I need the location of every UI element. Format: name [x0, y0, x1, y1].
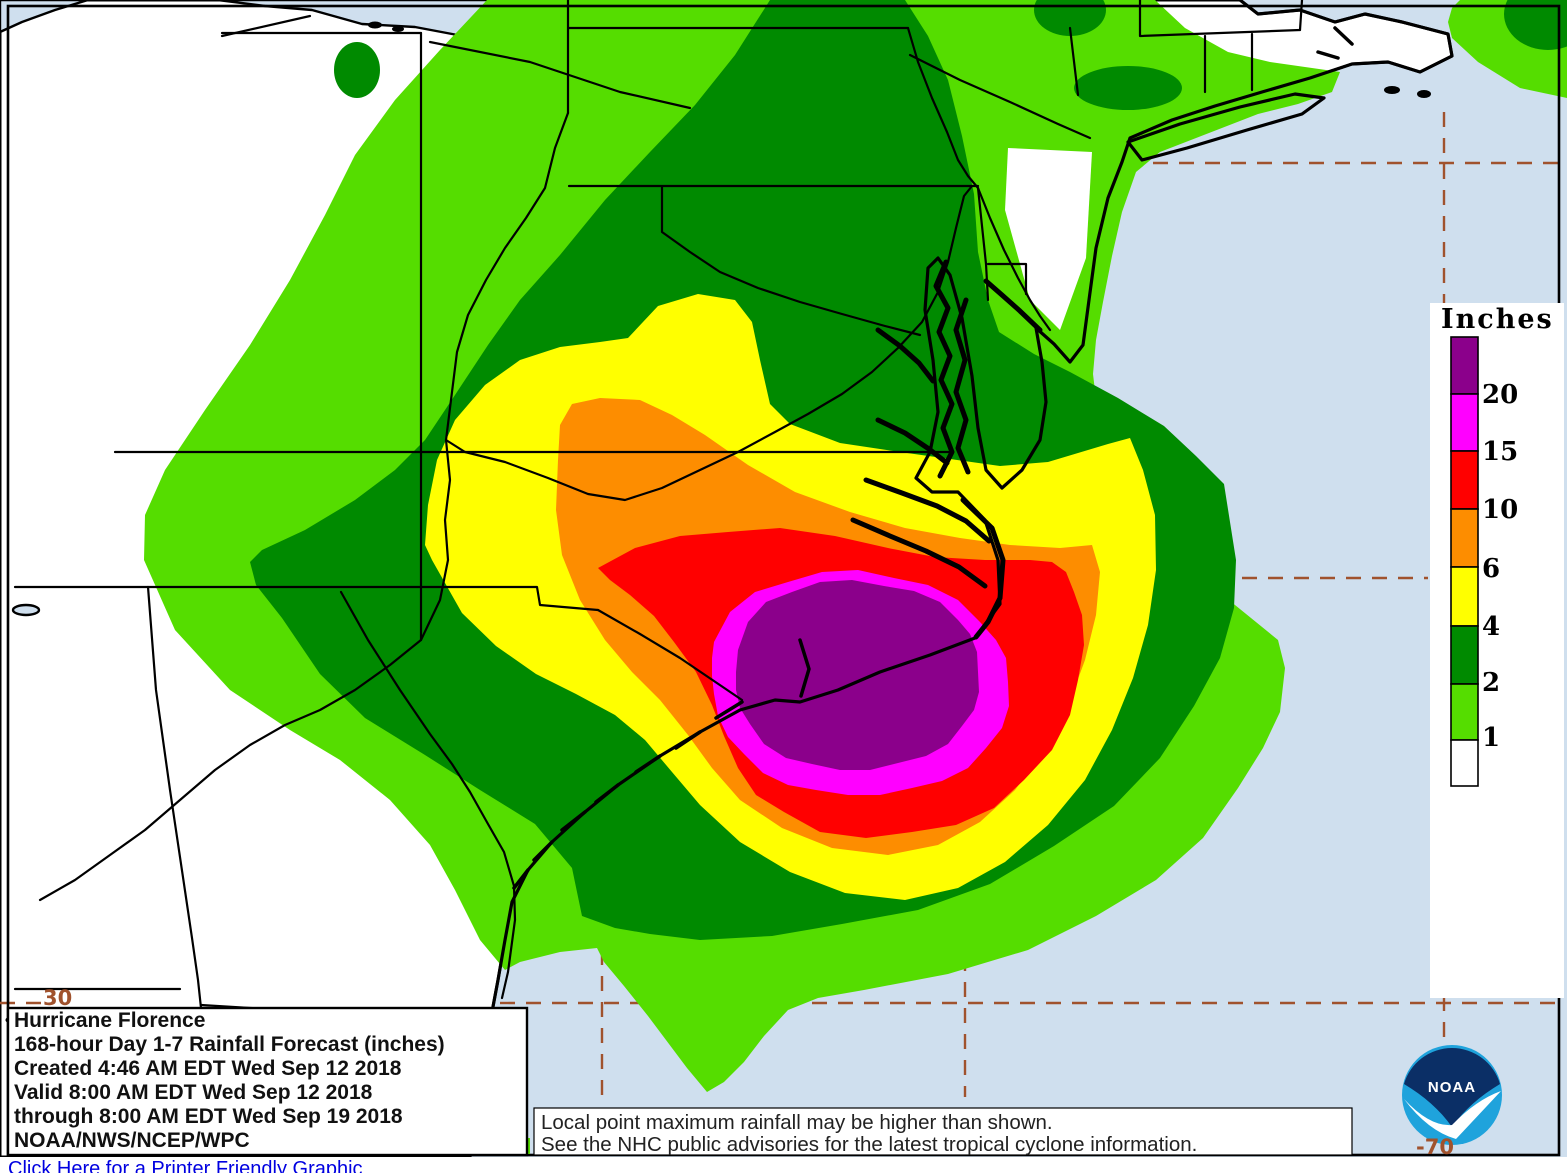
valid-time: Valid 8:00 AM EDT Wed Sep 12 2018 — [14, 1081, 373, 1104]
lake-michigan-tip — [0, 0, 90, 34]
forecast-title: 168-hour Day 1-7 Rainfall Forecast (inch… — [14, 1033, 445, 1056]
legend-label-20: 20 — [1482, 380, 1518, 410]
legend-seg-1-2 — [1450, 683, 1479, 741]
title-box-background — [6, 1006, 529, 1157]
contour-2in-blob-ohio — [334, 42, 380, 98]
legend-seg-6-10 — [1450, 508, 1479, 568]
legend-label-2: 2 — [1482, 668, 1500, 698]
legend-seg-4-6 — [1450, 566, 1479, 627]
contour-20in — [736, 580, 979, 770]
contour-2in-blob-north — [1034, 0, 1106, 36]
legend-seg-10-15 — [1450, 450, 1479, 510]
contour-2in-blob-ne-corner — [1504, 0, 1567, 50]
longitude-label-70: -70 — [1416, 1135, 1454, 1157]
noaa-logo-bird — [1404, 1091, 1501, 1139]
legend-seg-15-20 — [1450, 393, 1479, 452]
noaa-logo: NOAA — [1402, 1045, 1502, 1145]
title-box: Hurricane Florence 168-hour Day 1-7 Rain… — [6, 1006, 529, 1157]
legend-label-1: 1 — [1482, 723, 1500, 753]
small-lake — [11, 603, 41, 617]
legend-label-4: 4 — [1482, 612, 1500, 642]
legend-seg-lt1 — [1450, 739, 1479, 787]
through-time: through 8:00 AM EDT Wed Sep 19 2018 — [14, 1105, 403, 1128]
agency-credit: NOAA/NWS/NCEP/WPC — [14, 1129, 250, 1152]
legend-label-10: 10 — [1482, 495, 1518, 525]
legend-title: Inches — [1441, 304, 1554, 335]
note-line-2: See the NHC public advisories for the la… — [541, 1133, 1197, 1156]
storm-name: Hurricane Florence — [14, 1009, 205, 1032]
lake-erie-island — [368, 21, 382, 29]
lake-erie-island — [392, 26, 404, 32]
long-island — [1126, 92, 1326, 162]
legend-seg-2-4 — [1450, 625, 1479, 685]
legend: Inches 20 15 10 6 4 2 1 — [1430, 303, 1564, 998]
noaa-logo-dark-top — [1404, 1048, 1500, 1127]
noaa-logo-text: NOAA — [1428, 1079, 1476, 1096]
estuary-squiggles — [5, 26, 1431, 1033]
latitude-label-30: 30 — [43, 986, 72, 1010]
contour-2in-blob-li-sound — [1074, 66, 1182, 110]
note-box: Local point maximum rainfall may be high… — [533, 1107, 1353, 1156]
created-time: Created 4:46 AM EDT Wed Sep 12 2018 — [14, 1057, 402, 1080]
note-line-1: Local point maximum rainfall may be high… — [541, 1111, 1053, 1134]
legend-seg-20plus — [1450, 336, 1479, 395]
legend-label-15: 15 — [1482, 437, 1518, 467]
printer-friendly-link[interactable]: Click Here for a Printer Friendly Graphi… — [8, 1158, 363, 1173]
note-box-background — [533, 1107, 1353, 1156]
legend-label-6: 6 — [1482, 554, 1500, 584]
